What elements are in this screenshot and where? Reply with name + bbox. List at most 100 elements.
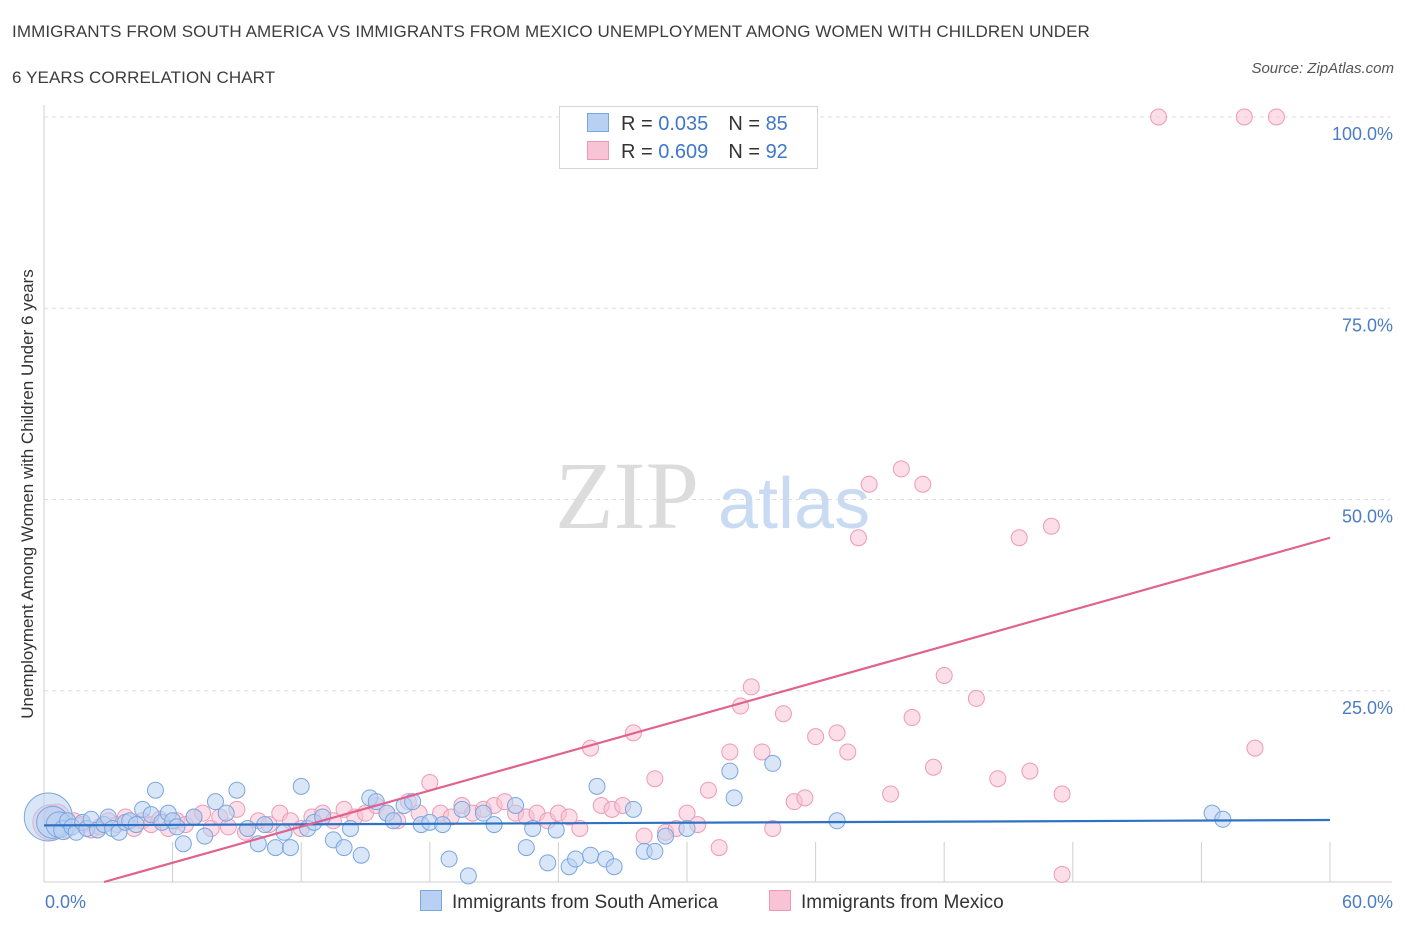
south-america-point — [404, 793, 422, 811]
south-america-point — [582, 846, 600, 864]
south-america-point — [721, 762, 739, 780]
south-america-point — [281, 839, 299, 857]
watermark-zip: ZIP — [555, 442, 699, 549]
mexico-point — [882, 785, 900, 803]
y-axis-label: Unemployment Among Women with Children U… — [18, 269, 37, 718]
source-label: Source: ZipAtlas.com — [1251, 60, 1394, 77]
legend-label-south-america: Immigrants from South America — [452, 892, 719, 913]
watermark: ZIP atlas — [555, 442, 870, 549]
mexico-point — [699, 781, 717, 799]
mexico-point — [1053, 865, 1071, 883]
south-america-point — [341, 819, 359, 837]
legend-swatch-blue — [587, 113, 609, 132]
south-america-point — [567, 850, 585, 868]
series-legend: Immigrants from South America Immigrants… — [0, 890, 1406, 916]
chart-title: IMMIGRANTS FROM SOUTH AMERICA VS IMMIGRA… — [12, 20, 1212, 90]
mexico-point — [560, 808, 578, 826]
mexico-point — [903, 709, 921, 727]
legend-item-mexico[interactable]: Immigrants from Mexico — [769, 890, 1004, 914]
legend-swatch-pink — [587, 141, 609, 160]
south-america-point — [828, 812, 846, 830]
south-america-point — [384, 812, 402, 830]
mexico-point — [646, 770, 664, 788]
legend-n-value: 92 — [765, 141, 788, 163]
south-america-point — [1214, 810, 1232, 828]
south-america-point — [196, 827, 214, 845]
mexico-point — [914, 475, 932, 493]
mexico-point — [860, 475, 878, 493]
mexico-point — [924, 758, 942, 776]
mexico-point — [989, 770, 1007, 788]
legend-r-label: R = — [621, 141, 659, 163]
south-america-point — [217, 804, 235, 822]
mexico-point — [849, 529, 867, 547]
south-america-point — [517, 839, 535, 857]
south-america-point — [539, 854, 557, 872]
legend-n-value: 85 — [765, 113, 788, 135]
mexico-point — [1042, 517, 1060, 535]
y-tick-label: 75.0% — [1342, 315, 1393, 335]
mexico-point — [796, 789, 814, 807]
south-america-point — [228, 781, 246, 799]
south-america-point — [624, 800, 642, 818]
legend-r-value: 0.609 — [658, 141, 709, 163]
south-america-point — [678, 819, 696, 837]
mexico-point — [764, 819, 782, 837]
mexico-point — [1246, 739, 1264, 757]
y-tick-label: 25.0% — [1342, 698, 1393, 718]
south-america-point — [646, 842, 664, 860]
legend-row-mexico: R = 0.609 N = 92 — [587, 141, 788, 165]
mexico-trend-line — [103, 536, 1331, 884]
tick-labels: 100.0% 75.0% 50.0% 25.0% 0.0% 60.0% — [45, 124, 1393, 912]
mexico-point — [582, 739, 600, 757]
mexico-point — [571, 819, 589, 837]
x-tick-label: 60.0% — [1342, 892, 1393, 912]
south-america-point — [764, 754, 782, 772]
mexico-point — [839, 743, 857, 761]
south-america-point — [292, 777, 310, 795]
south-america-point — [335, 839, 353, 857]
mexico-point — [742, 678, 760, 696]
grid-lines — [44, 116, 1390, 692]
south-america-trend-line — [43, 818, 1331, 827]
mexico-point — [1021, 762, 1039, 780]
legend-r-value: 0.035 — [658, 113, 709, 135]
mexico-point — [732, 697, 750, 715]
legend-n-label: N = — [728, 113, 766, 135]
south-america-point — [507, 797, 525, 814]
south-america-point — [174, 835, 192, 853]
mexico-point — [1267, 108, 1285, 126]
trend-lines — [43, 536, 1331, 884]
legend-row-south-america: R = 0.035 N = 85 — [587, 113, 788, 137]
south-america-point — [352, 846, 370, 864]
mexico-point — [1010, 529, 1028, 547]
watermark-atlas: atlas — [718, 464, 870, 544]
south-america-point — [239, 819, 257, 837]
mexico-point — [807, 728, 825, 746]
mexico-point — [935, 666, 953, 684]
mexico-point — [635, 827, 653, 845]
legend-n-label: N = — [728, 141, 766, 163]
mexico-point — [967, 689, 985, 707]
south-america-point — [453, 800, 471, 818]
south-america-point — [146, 781, 164, 799]
mexico-point — [1235, 108, 1253, 126]
south-america-point — [266, 839, 284, 857]
mexico-point — [892, 460, 910, 478]
mexico-point — [1150, 108, 1168, 126]
legend-r-label: R = — [621, 113, 659, 135]
mexico-point — [828, 724, 846, 742]
south-america-point — [588, 777, 606, 795]
south-america-point — [605, 858, 623, 876]
legend-label-mexico: Immigrants from Mexico — [801, 892, 1004, 913]
correlation-legend: R = 0.035 N = 85 R = 0.609 N = 92 — [559, 106, 818, 169]
south-america-point — [459, 867, 477, 885]
south-america-point — [168, 818, 186, 836]
south-america-point — [440, 850, 458, 868]
chart-title-line1: IMMIGRANTS FROM SOUTH AMERICA VS IMMIGRA… — [12, 22, 1090, 41]
south-america-point — [547, 821, 565, 839]
mexico-point — [774, 705, 792, 723]
legend-swatch-pink — [769, 890, 791, 911]
legend-item-south-america[interactable]: Immigrants from South America — [420, 890, 718, 914]
